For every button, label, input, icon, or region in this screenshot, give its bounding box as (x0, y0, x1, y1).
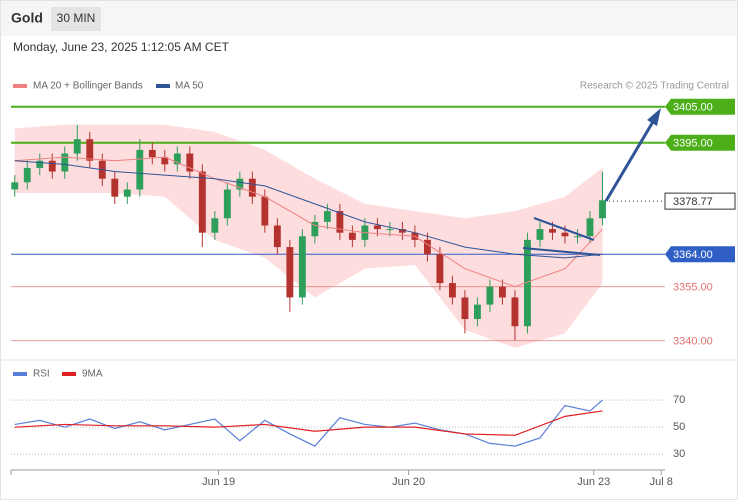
x-tick-label: Jun 20 (392, 476, 425, 488)
interval-button[interactable] (51, 7, 101, 31)
candle-body (73, 139, 81, 154)
candle-body (386, 229, 394, 231)
trend-line (533, 217, 595, 241)
candle-body (198, 171, 206, 233)
arrow-head (647, 108, 661, 126)
candle-body (136, 149, 144, 190)
candle-body (561, 232, 569, 237)
candle-body (586, 218, 594, 237)
candle-body (36, 160, 44, 168)
candle-body (549, 229, 556, 233)
candle-body (223, 189, 231, 219)
candle-body (236, 178, 244, 190)
level-label-box (665, 98, 735, 115)
candle-body (398, 229, 406, 233)
legend-label: MA 20 + Bollinger Bands (33, 81, 143, 92)
candle-body (311, 221, 319, 237)
ma-line (14, 156, 603, 288)
level-label-box (665, 246, 735, 263)
candle-body (348, 232, 356, 240)
candle-body (23, 167, 31, 183)
legend-swatch (13, 84, 27, 88)
level-label-box (665, 134, 735, 151)
candle-body (11, 182, 19, 190)
candle-body (286, 247, 294, 298)
candle-body (186, 153, 194, 172)
price-label-box (664, 192, 736, 210)
annotations (522, 108, 661, 256)
candle-body (298, 236, 306, 298)
interval[interactable]: 30 MIN (57, 11, 96, 25)
candle-body (473, 304, 481, 320)
candle-body (524, 239, 531, 327)
legend-swatch (62, 372, 76, 376)
y-tick-label: 50 (673, 421, 685, 433)
candle-body (336, 211, 344, 233)
candle-body (86, 139, 94, 161)
candle-body (123, 189, 131, 197)
legend-label: MA 50 (175, 81, 204, 92)
rsi-line (14, 399, 603, 447)
candle-body (111, 178, 119, 197)
candle-body (48, 160, 56, 172)
header-bar (1, 1, 737, 36)
y-tick-label: 30 (673, 448, 685, 460)
candle-body (173, 153, 181, 165)
candle-body (423, 239, 431, 255)
x-tick-label: Jul 8 (650, 476, 673, 488)
x-tick-label: Jun 23 (577, 476, 610, 488)
candle-body (599, 200, 606, 219)
legend-swatch (156, 84, 170, 88)
candle-body (323, 211, 331, 222)
symbol: Gold (11, 10, 43, 26)
candle-body (61, 153, 69, 172)
level-label: 3340.00 (673, 336, 713, 348)
credit: Research © 2025 Trading Central (580, 81, 729, 92)
candle-body (436, 254, 444, 284)
trend-line (522, 247, 601, 256)
candle-body (373, 225, 381, 230)
rsi-line (14, 410, 603, 436)
legend-label: 9MA (82, 369, 103, 380)
candle-body (261, 196, 269, 226)
arrow (604, 119, 656, 202)
level-label: 3364.00 (673, 249, 713, 261)
candle-body (148, 149, 156, 158)
candle-body (461, 297, 469, 320)
y-tick-label: 70 (673, 394, 685, 406)
candle-body (211, 218, 219, 233)
candle-body (574, 236, 581, 238)
candle-body (248, 178, 256, 197)
candle-body (511, 297, 519, 327)
candle-body (273, 225, 281, 248)
candle-body (536, 229, 544, 240)
candle-body (498, 286, 506, 298)
level-label: 3405.00 (673, 102, 713, 114)
candle-body (161, 157, 169, 165)
level-label: 3355.00 (673, 282, 713, 294)
legend-swatch (13, 372, 27, 376)
timestamp: Monday, June 23, 2025 1:12:05 AM CET (13, 40, 230, 54)
price-label: 3378.77 (673, 196, 713, 208)
x-tick-label: Jun 19 (202, 476, 235, 488)
candle-body (486, 286, 494, 305)
legend-label: RSI (33, 369, 50, 380)
candle-body (448, 283, 456, 298)
level-label: 3395.00 (673, 138, 713, 150)
ma-line (14, 160, 603, 259)
